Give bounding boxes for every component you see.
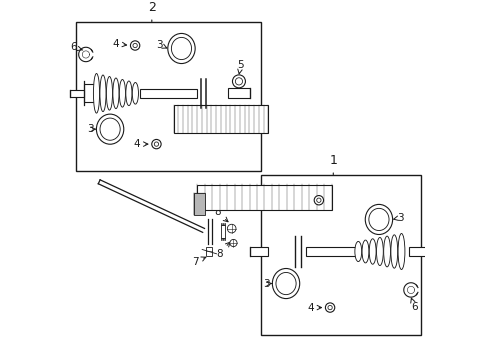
Bar — [194, 193, 205, 215]
Ellipse shape — [376, 238, 383, 266]
Ellipse shape — [355, 242, 362, 262]
Ellipse shape — [126, 81, 132, 105]
Text: 3: 3 — [393, 213, 404, 222]
Ellipse shape — [120, 80, 125, 107]
Ellipse shape — [384, 236, 391, 267]
Ellipse shape — [369, 208, 389, 230]
Text: 5: 5 — [238, 60, 244, 74]
Bar — [306, 247, 358, 256]
Circle shape — [152, 139, 161, 149]
Circle shape — [154, 142, 159, 146]
Ellipse shape — [369, 239, 376, 264]
Text: 3: 3 — [87, 124, 97, 134]
Ellipse shape — [100, 118, 120, 140]
Bar — [261, 175, 421, 335]
Bar — [70, 90, 84, 97]
Text: 3: 3 — [157, 40, 167, 50]
Circle shape — [133, 43, 137, 48]
Ellipse shape — [100, 75, 106, 112]
Bar — [206, 247, 212, 256]
Bar — [76, 22, 261, 171]
Ellipse shape — [276, 273, 296, 294]
Ellipse shape — [172, 37, 192, 60]
Text: 2: 2 — [148, 1, 156, 22]
Ellipse shape — [94, 73, 99, 113]
Circle shape — [325, 303, 335, 312]
Ellipse shape — [132, 82, 139, 104]
Bar — [228, 88, 249, 98]
Text: 3: 3 — [263, 279, 272, 288]
Text: 8: 8 — [214, 207, 228, 222]
Text: 7: 7 — [192, 257, 206, 267]
Bar — [250, 247, 269, 256]
Text: 6: 6 — [411, 298, 418, 312]
Circle shape — [130, 41, 140, 50]
Circle shape — [235, 78, 243, 85]
Ellipse shape — [398, 234, 405, 270]
Circle shape — [227, 224, 236, 233]
Bar — [197, 184, 332, 210]
Bar — [140, 89, 197, 98]
Circle shape — [317, 198, 321, 202]
Ellipse shape — [391, 235, 398, 268]
Circle shape — [314, 195, 323, 205]
Text: 4: 4 — [307, 302, 321, 312]
Bar — [173, 105, 269, 132]
Text: 8: 8 — [216, 242, 230, 259]
Text: 1: 1 — [329, 154, 337, 175]
Circle shape — [328, 305, 332, 310]
Bar — [84, 84, 98, 102]
Ellipse shape — [106, 77, 113, 110]
Text: 4: 4 — [133, 139, 148, 149]
Bar — [409, 247, 430, 256]
Ellipse shape — [113, 78, 119, 109]
Ellipse shape — [362, 240, 369, 263]
Text: 4: 4 — [112, 39, 126, 49]
Circle shape — [232, 75, 245, 88]
Bar — [221, 225, 225, 238]
Circle shape — [230, 239, 237, 247]
Text: 4: 4 — [296, 193, 310, 203]
Text: 6: 6 — [71, 42, 83, 52]
